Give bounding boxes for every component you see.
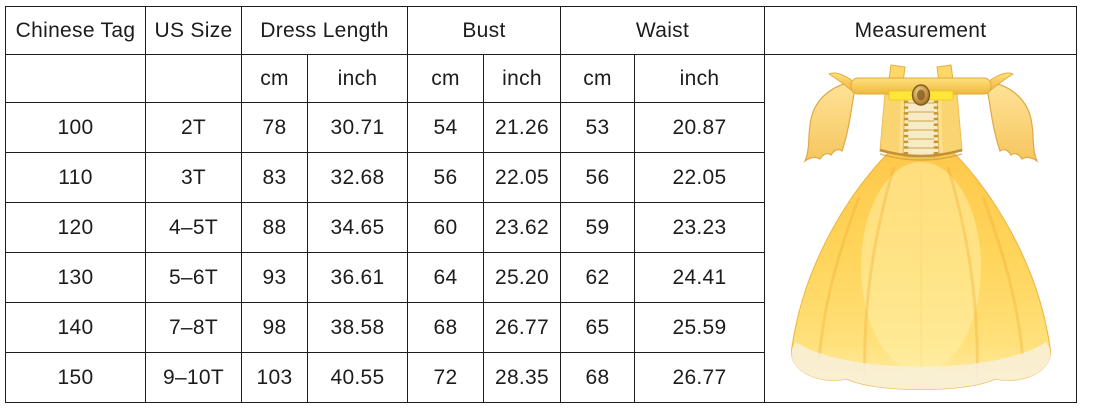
col-header-measurement: Measurement	[764, 6, 1077, 55]
table-cell: 150	[5, 352, 146, 403]
table-cell: 26.77	[634, 352, 765, 403]
unit-dress-length-inch: inch	[307, 54, 408, 103]
col-header-waist: Waist	[560, 6, 765, 55]
table-cell: 64	[407, 252, 484, 303]
measurement-image-cell	[764, 54, 1077, 403]
table-row: 110 3T 83 32.68 56 22.05 56 22.05	[5, 152, 1077, 203]
col-header-us-size: US Size	[145, 6, 242, 55]
table-cell: 68	[560, 352, 635, 403]
table-cell: 32.68	[307, 152, 408, 203]
table-cell: 25.59	[634, 302, 765, 353]
table-cell: 24.41	[634, 252, 765, 303]
table-cell: 130	[5, 252, 146, 303]
table-cell: 72	[407, 352, 484, 403]
table-cell: 83	[241, 152, 308, 203]
table-cell: 2T	[145, 102, 242, 153]
table-cell: 38.58	[307, 302, 408, 353]
table-cell: 100	[5, 102, 146, 153]
table-cell: 23.23	[634, 202, 765, 253]
table-cell: 28.35	[483, 352, 561, 403]
col-header-chinese-tag: Chinese Tag	[5, 6, 146, 55]
unit-dress-length-cm: cm	[241, 54, 308, 103]
table-cell: 22.05	[483, 152, 561, 203]
table-cell: 56	[560, 152, 635, 203]
table-cell: 22.05	[634, 152, 765, 203]
table-cell: 65	[560, 302, 635, 353]
table-cell: 21.26	[483, 102, 561, 153]
unit-bust-cm: cm	[407, 54, 484, 103]
unit-waist-cm: cm	[560, 54, 635, 103]
table-cell: 36.61	[307, 252, 408, 303]
table-cell: 140	[5, 302, 146, 353]
table-cell: 103	[241, 352, 308, 403]
table-cell: 4–5T	[145, 202, 242, 253]
dress-image	[790, 64, 1051, 390]
unit-row: cm inch cm inch cm inch	[5, 54, 1077, 403]
col-header-bust: Bust	[407, 6, 561, 55]
table-cell: 30.71	[307, 102, 408, 153]
table-cell: 60	[407, 202, 484, 253]
table-cell: 25.20	[483, 252, 561, 303]
table-cell: 59	[560, 202, 635, 253]
table-cell: 110	[5, 152, 146, 203]
table-row: 130 5–6T 93 36.61 64 25.20 62 24.41	[5, 252, 1077, 303]
table-cell: 56	[407, 152, 484, 203]
size-chart-table: Chinese Tag US Size Dress Length Bust Wa…	[5, 6, 1077, 403]
table-cell: 93	[241, 252, 308, 303]
table-cell: 54	[407, 102, 484, 153]
table-row: 140 7–8T 98 38.58 68 26.77 65 25.59	[5, 302, 1077, 353]
table-row: 120 4–5T 88 34.65 60 23.62 59 23.23	[5, 202, 1077, 253]
table-cell: 23.62	[483, 202, 561, 253]
col-header-dress-length: Dress Length	[241, 6, 408, 55]
unit-bust-inch: inch	[483, 54, 561, 103]
table-row: 100 2T 78 30.71 54 21.26 53 20.87	[5, 102, 1077, 153]
table-cell: 3T	[145, 152, 242, 203]
table-cell: 53	[560, 102, 635, 153]
table-row: 150 9–10T 103 40.55 72 28.35 68 26.77	[5, 352, 1077, 403]
table-cell: 26.77	[483, 302, 561, 353]
table-cell: 68	[407, 302, 484, 353]
table-cell: 40.55	[307, 352, 408, 403]
table-cell: 9–10T	[145, 352, 242, 403]
table-cell: 78	[241, 102, 308, 153]
table-cell: 120	[5, 202, 146, 253]
table-cell: 20.87	[634, 102, 765, 153]
table-cell: 88	[241, 202, 308, 253]
size-chart: Chinese Tag US Size Dress Length Bust Wa…	[5, 6, 1077, 403]
table-cell: 34.65	[307, 202, 408, 253]
empty-cell	[5, 54, 146, 103]
table-cell: 98	[241, 302, 308, 353]
table-cell: 5–6T	[145, 252, 242, 303]
header-row: Chinese Tag US Size Dress Length Bust Wa…	[5, 6, 1077, 55]
empty-cell	[145, 54, 242, 103]
table-cell: 7–8T	[145, 302, 242, 353]
table-cell: 62	[560, 252, 635, 303]
unit-waist-inch: inch	[634, 54, 765, 103]
